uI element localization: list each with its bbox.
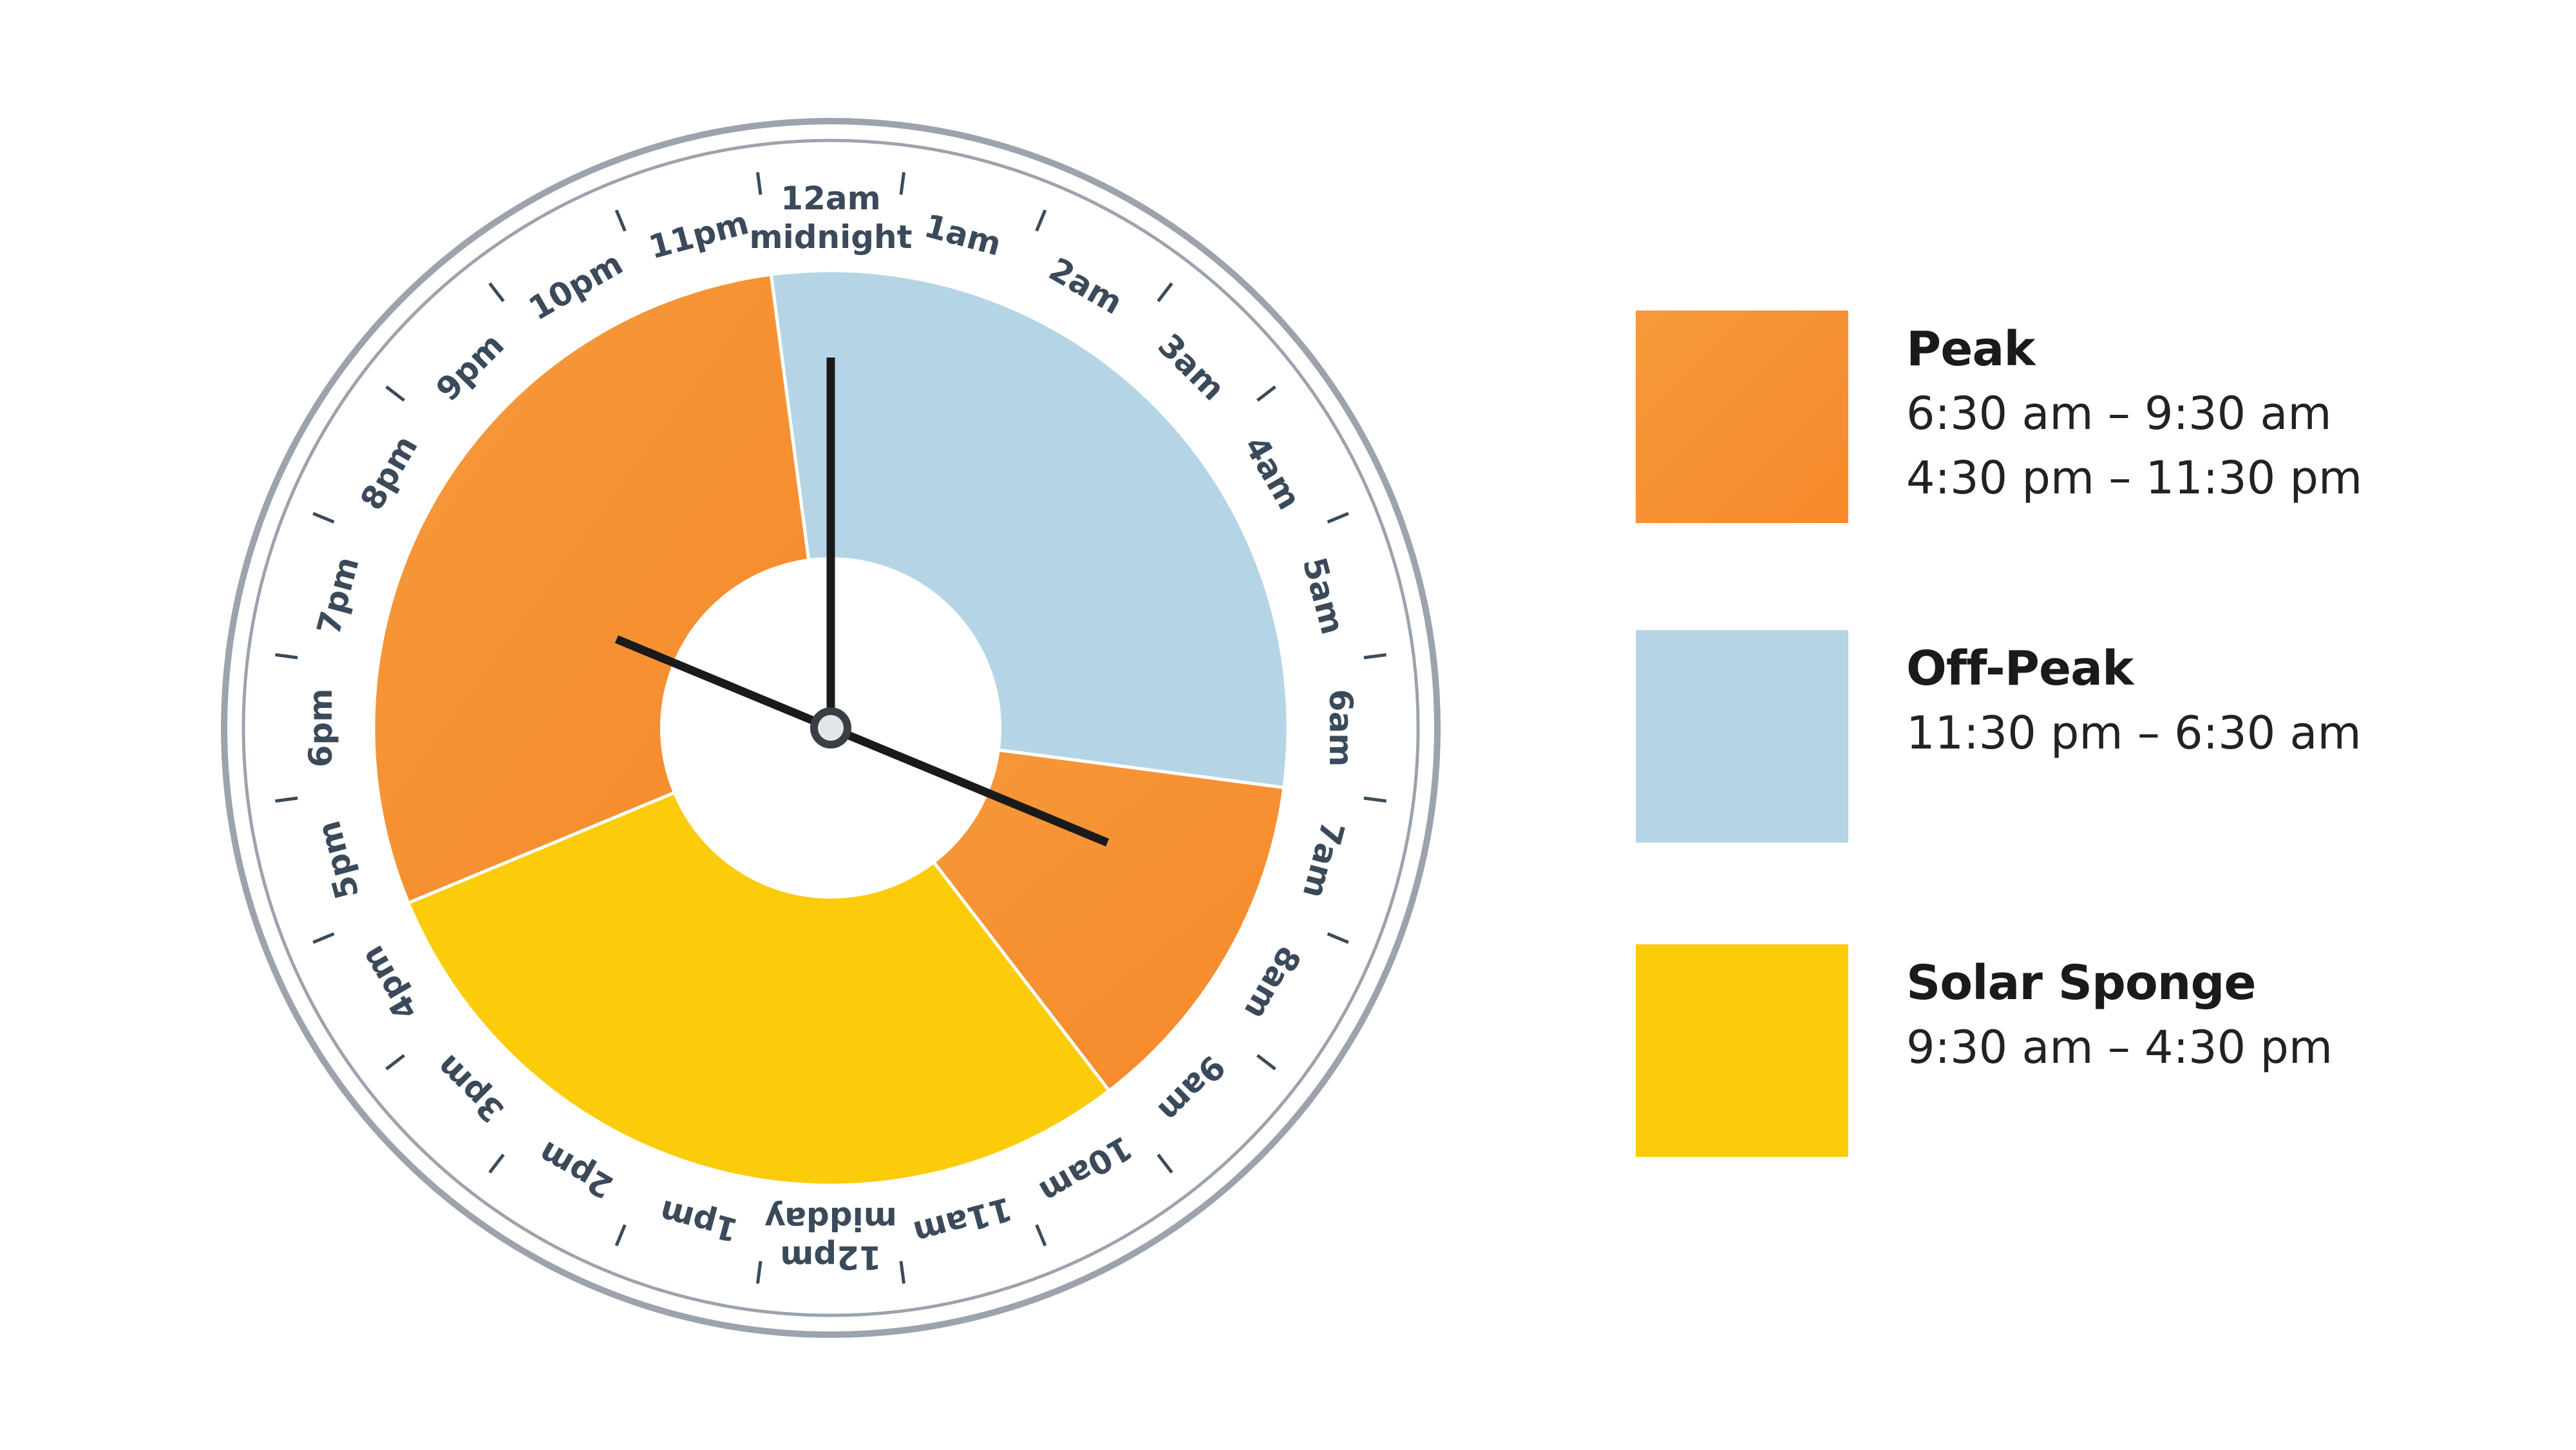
hour-ticks [275,172,1387,1284]
hour-tick [1035,1224,1047,1246]
legend-peak-line-2: 4:30 pm – 11:30 pm [1906,452,2363,504]
legend-title-solar-sponge: Solar Sponge [1906,955,2257,1011]
clock-hands [614,358,1110,846]
hour-tick [312,932,335,944]
hour-tick [1363,653,1387,660]
hour-tick [1256,1054,1276,1071]
swatch-solar-sponge [1636,944,1848,1157]
swatch-peak [1636,310,1848,523]
hour-tick [1363,796,1387,803]
legend-off-peak-line-1: 11:30 pm – 6:30 am [1906,707,2362,759]
clock-rim-inner [242,138,1420,1317]
clock-hand-right [829,723,1110,846]
hour-tick [385,1054,406,1071]
hour-tick [1327,932,1349,944]
hour-tick [1157,1153,1173,1174]
hour-tick [385,385,406,402]
hour-tick [899,1261,906,1284]
legend-peak-line-1: 6:30 am – 9:30 am [1906,387,2332,440]
hour-tick [614,1224,627,1246]
hour-tick [275,796,298,803]
hour-tick [1035,209,1047,232]
clock-pivot-inner [818,715,844,741]
hour-tick [488,1153,505,1174]
tariff-clock: 12am midnight 1am2am3am4am5am6am7am8am9am1… [221,118,1441,1338]
legend: Peak 6:30 am – 9:30 am 4:30 pm – 11:30 p… [1636,0,2537,1450]
hour-tick [1327,511,1349,524]
hour-label: 12pmmidday [764,1200,897,1276]
hour-label: 6am [1322,689,1359,767]
hour-tick [755,172,762,195]
hour-label: 12am midnight [749,180,912,256]
hour-tick [275,653,298,660]
swatch-off-peak [1636,630,1848,843]
legend-title-peak: Peak [1906,321,2036,377]
hour-tick [312,511,335,524]
hour-tick [755,1261,762,1284]
hour-tick [614,209,627,232]
hour-tick [488,282,505,303]
hour-label: 6pm [302,689,339,768]
legend-solar-sponge-line-1: 9:30 am – 4:30 pm [1906,1021,2333,1074]
hour-tick [1157,282,1173,303]
clock-hand-left [614,635,833,732]
legend-title-off-peak: Off-Peak [1906,641,2134,696]
hour-tick [1256,385,1276,402]
segment-solar-sponge [406,725,1112,1187]
hour-tick [899,172,906,195]
